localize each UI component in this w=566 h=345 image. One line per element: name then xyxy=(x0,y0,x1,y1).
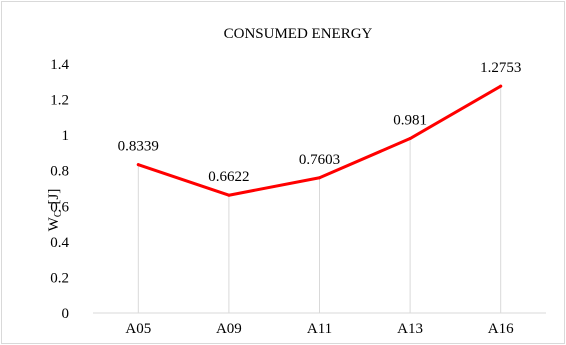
data-label: 0.7603 xyxy=(299,152,340,168)
x-tick-label: A16 xyxy=(488,321,514,337)
drop-lines xyxy=(138,86,500,313)
data-label: 0.981 xyxy=(393,113,427,129)
y-tick-label: 0.6 xyxy=(50,199,69,215)
x-tick-label: A13 xyxy=(397,321,423,337)
y-axis-label-main: W xyxy=(46,216,62,231)
x-tick-label: A09 xyxy=(216,321,242,337)
data-labels: 0.8339 0.6622 0.7603 0.981 1.2753 xyxy=(118,60,522,185)
chart-title: CONSUMED ENERGY xyxy=(224,26,373,42)
data-point xyxy=(409,137,412,140)
data-point xyxy=(318,176,321,179)
data-point xyxy=(499,85,502,88)
data-label: 0.8339 xyxy=(118,139,159,155)
y-tick-label: 0.8 xyxy=(50,164,69,180)
x-tick-label: A05 xyxy=(125,321,151,337)
data-point xyxy=(227,194,230,197)
x-axis-ticks: A05 A09 A11 A13 A16 xyxy=(125,321,514,337)
y-tick-label: 0.2 xyxy=(50,270,69,286)
data-label: 0.6622 xyxy=(208,169,249,185)
y-tick-label: 1.2 xyxy=(50,93,69,109)
y-tick-label: 1.4 xyxy=(50,57,69,73)
y-tick-label: 1 xyxy=(62,128,70,144)
y-tick-label: 0.4 xyxy=(50,235,69,251)
data-point xyxy=(137,163,140,166)
data-label: 1.2753 xyxy=(480,60,521,76)
x-tick-label: A11 xyxy=(307,321,332,337)
y-tick-label: 0 xyxy=(62,306,70,322)
